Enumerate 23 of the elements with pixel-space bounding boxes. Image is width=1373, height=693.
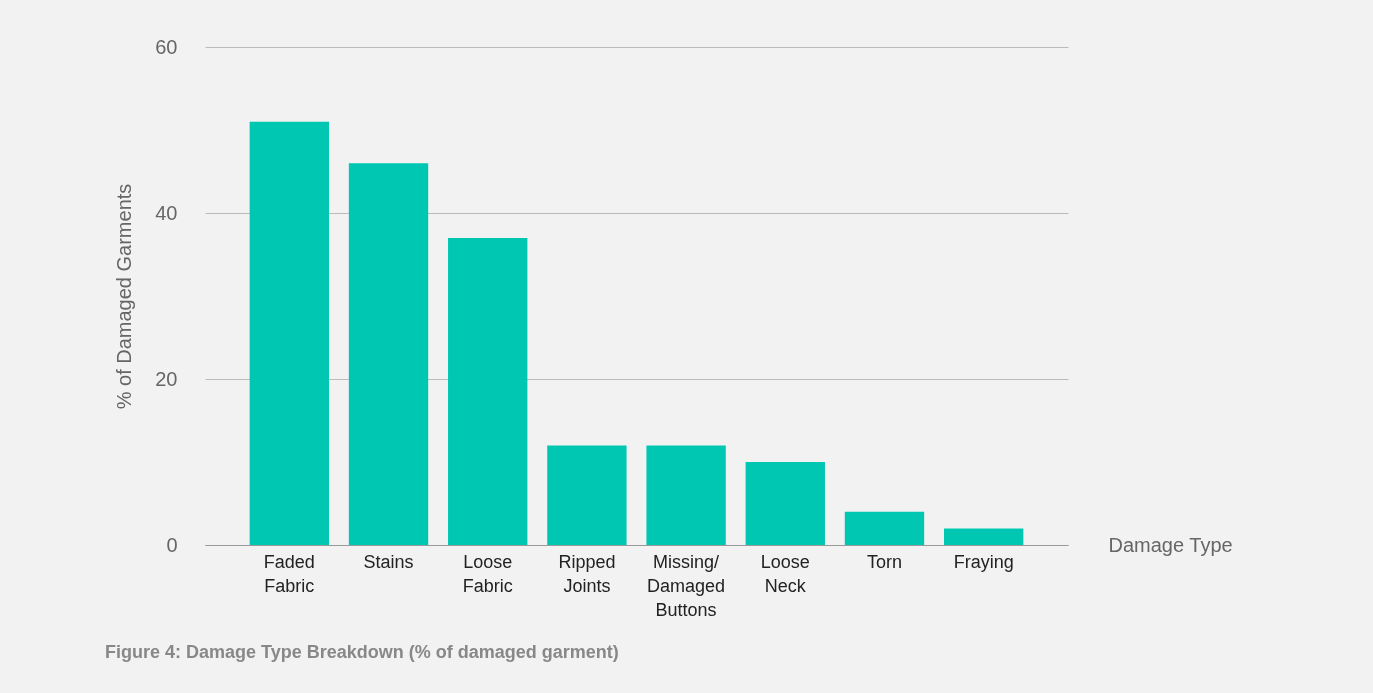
x-tick-label: Ripped Joints <box>558 551 616 596</box>
x-tick-label: Stains <box>363 551 414 572</box>
bar <box>944 528 1024 545</box>
x-tick-label: Faded Fabric <box>263 551 315 596</box>
y-axis-title: % of Damaged Garments <box>113 183 136 410</box>
bar <box>448 237 528 545</box>
bar <box>844 511 925 545</box>
caption: Figure 4: Damage Type Breakdown (% of damaged garment) <box>105 642 619 662</box>
y-tick-label: 40 <box>155 201 178 224</box>
x-tick-label: Fraying <box>953 551 1014 572</box>
x-tick-label: Loose Fabric <box>462 551 513 596</box>
x-tick-label: Missing/Damaged Buttons <box>647 551 726 620</box>
x-tick-label: Loose Neck <box>760 551 810 596</box>
y-tick-label: 0 <box>166 533 178 556</box>
bar <box>249 121 329 545</box>
bar <box>646 445 726 545</box>
bar <box>745 462 825 545</box>
y-tick-label: 20 <box>155 367 178 390</box>
x-tick-label: Torn <box>866 551 902 572</box>
bar <box>348 163 429 545</box>
y-tick-label: 60 <box>155 35 178 58</box>
bar <box>547 445 627 545</box>
x-axis-title: Damage Type <box>1108 533 1233 556</box>
